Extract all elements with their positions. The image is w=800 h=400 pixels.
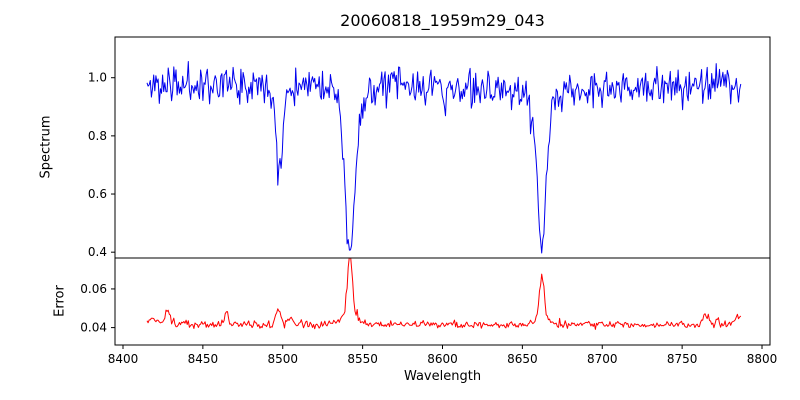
error-line [146,258,742,330]
y-tick-label: 0.04 [80,321,107,335]
y-tick-label: 0.6 [88,187,107,201]
x-tick-label: 8800 [747,352,778,366]
x-tick-label: 8550 [347,352,378,366]
y-tick-label: 1.0 [88,71,107,85]
y-tick-label: 0.4 [88,245,107,259]
x-tick-label: 8750 [667,352,698,366]
error-y-axis-label: Error [52,285,68,317]
spectrum-panel-frame [114,36,771,259]
x-tick-label: 8450 [188,352,219,366]
x-tick-label: 8700 [587,352,618,366]
y-tick-label: 0.06 [80,282,107,296]
x-tick-label: 8650 [507,352,538,366]
x-tick-label: 8600 [427,352,458,366]
error-panel-frame [114,257,771,346]
spectrum-y-axis-label: Spectrum [38,115,54,179]
spectrum-line [146,61,742,254]
x-axis-label: Wavelength [403,369,482,384]
y-tick-label: 0.8 [88,129,107,143]
figure-title: 20060818_1959m29_043 [340,11,545,30]
x-tick-label: 8500 [267,352,298,366]
x-tick-label: 8400 [108,352,139,366]
